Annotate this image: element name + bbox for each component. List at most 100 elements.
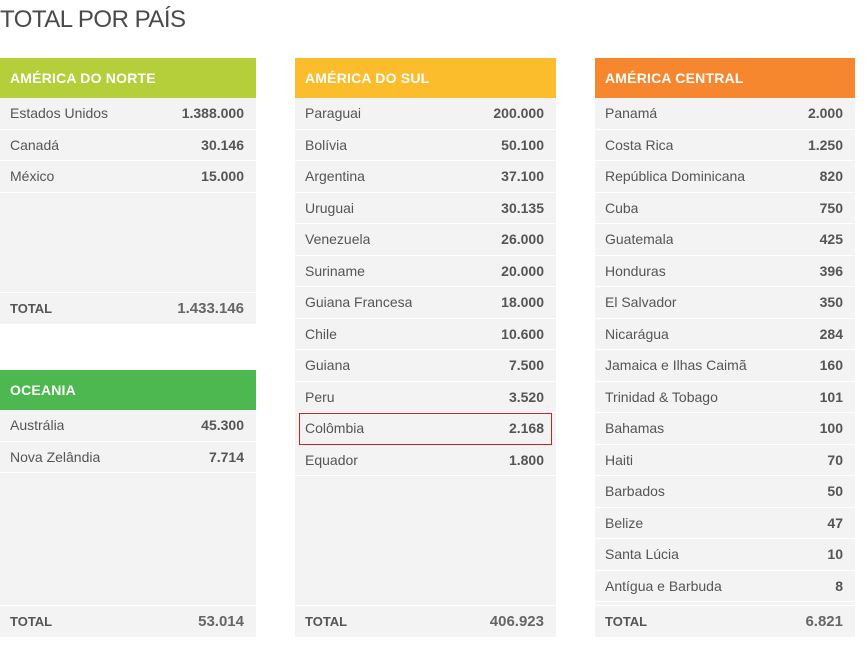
table-row: Suriname 20.000 — [295, 256, 556, 287]
country-value: 1.388.000 — [181, 105, 244, 121]
country-name: Trinidad & Tobago — [605, 388, 718, 405]
country-name: República Dominicana — [605, 168, 746, 184]
total-value: 6.821 — [805, 613, 843, 630]
country-value: 1.800 — [508, 451, 544, 468]
country-value: 45.300 — [201, 417, 244, 433]
table-row: Trinidad & Tobago 101 — [595, 382, 855, 413]
country-name: Barbados — [605, 483, 665, 499]
total-row: TOTAL 53.014 — [0, 605, 256, 637]
table-row: Peru 3.520 — [295, 382, 556, 413]
table-row: Cuba 750 — [595, 193, 855, 224]
table-row: Antígua e Barbuda 8 — [595, 571, 855, 602]
country-value: 284 — [819, 325, 843, 342]
total-value: 53.014 — [198, 613, 244, 630]
country-value: 10 — [827, 546, 843, 562]
country-value: 30.135 — [501, 199, 544, 216]
table-row-highlighted: Colômbia 2.168 — [299, 413, 552, 445]
table-row: Austrália 45.300 — [0, 410, 256, 442]
country-value: 750 — [819, 199, 843, 216]
table-row: Venezuela 26.000 — [295, 224, 556, 256]
country-name: Antígua e Barbuda — [605, 577, 722, 594]
country-name: Austrália — [10, 417, 65, 433]
country-value: 101 — [819, 388, 843, 405]
country-value: 7.714 — [208, 448, 244, 465]
country-value: 18.000 — [501, 294, 544, 310]
country-name: Bolívia — [305, 136, 348, 153]
table-row: Nicarágua 284 — [595, 319, 855, 350]
country-value: 200.000 — [493, 105, 544, 121]
table-row: Costa Rica 1.250 — [595, 130, 855, 161]
country-value: 47 — [827, 514, 843, 531]
country-name: Chile — [305, 325, 337, 342]
country-name: Haiti — [605, 451, 634, 468]
total-label: TOTAL — [605, 614, 648, 629]
table-row: Equador 1.800 — [295, 445, 556, 476]
panel-america-do-norte: AMÉRICA DO NORTE Estados Unidos 1.388.000… — [0, 58, 256, 324]
country-name: Canadá — [10, 136, 60, 153]
country-name: Nova Zelândia — [10, 448, 101, 465]
country-name: Equador — [305, 451, 358, 468]
country-name: Argentina — [305, 168, 365, 184]
table-row: Barbados 50 — [595, 476, 855, 508]
country-value: 70 — [827, 451, 843, 468]
country-name: Honduras — [605, 262, 666, 279]
total-label: TOTAL — [305, 614, 348, 629]
country-value: 350 — [819, 294, 843, 310]
table-row: Paraguai 200.000 — [295, 98, 556, 130]
country-name: México — [10, 168, 55, 184]
table-row: Nova Zelândia 7.714 — [0, 442, 256, 473]
country-name: Venezuela — [305, 231, 371, 247]
country-value: 30.146 — [201, 136, 244, 153]
table-row: Honduras 396 — [595, 256, 855, 287]
country-value: 37.100 — [501, 168, 544, 184]
table-row: Belize 47 — [595, 508, 855, 539]
country-value: 2.168 — [508, 420, 544, 436]
country-name: Guiana Francesa — [305, 294, 413, 310]
total-label: TOTAL — [10, 301, 53, 316]
country-name: Belize — [605, 514, 644, 531]
country-name: Peru — [305, 388, 335, 405]
total-row: TOTAL 1.433.146 — [0, 292, 256, 324]
table-row: Bolívia 50.100 — [295, 130, 556, 161]
country-value: 820 — [819, 168, 843, 184]
country-value: 7.500 — [508, 357, 544, 373]
panel-header-america-central: AMÉRICA CENTRAL — [595, 58, 855, 98]
country-value: 50.100 — [501, 136, 544, 153]
country-name: Suriname — [305, 262, 365, 279]
country-value: 160 — [819, 357, 843, 373]
panel-header-oceania: OCEANIA — [0, 370, 256, 410]
table-row: Haiti 70 — [595, 445, 855, 476]
panel-america-do-sul: AMÉRICA DO SUL Paraguai 200.000 Bolívia 50.… — [295, 58, 556, 637]
country-name: Guiana — [305, 357, 351, 373]
country-name: Uruguai — [305, 199, 355, 216]
country-name: Guatemala — [605, 231, 674, 247]
table-row: Estados Unidos 1.388.000 — [0, 98, 256, 130]
country-name: El Salvador — [605, 294, 677, 310]
total-value: 1.433.146 — [177, 300, 244, 317]
table-row: Guiana 7.500 — [295, 350, 556, 382]
page-title: TOTAL POR PAÍS — [0, 6, 186, 33]
country-value: 50 — [827, 483, 843, 499]
total-value: 406.923 — [489, 613, 544, 630]
table-row: El Salvador 350 — [595, 287, 855, 319]
country-value: 1.250 — [807, 136, 843, 153]
country-name: Panamá — [605, 105, 658, 121]
country-name: Estados Unidos — [10, 105, 109, 121]
table-row: Jamaica e Ilhas Caimã 160 — [595, 350, 855, 382]
country-value: 2.000 — [807, 105, 843, 121]
country-value: 26.000 — [501, 231, 544, 247]
country-name: Bahamas — [605, 420, 665, 436]
country-value: 15.000 — [201, 168, 244, 184]
country-name: Nicarágua — [605, 325, 669, 342]
table-row: Guatemala 425 — [595, 224, 855, 256]
table-row: Guiana Francesa 18.000 — [295, 287, 556, 319]
panel-oceania: OCEANIA Austrália 45.300 Nova Zelândia 7.71… — [0, 370, 256, 637]
table-row: Uruguai 30.135 — [295, 193, 556, 224]
total-row: TOTAL 406.923 — [295, 605, 556, 637]
table-row: Chile 10.600 — [295, 319, 556, 350]
panel-header-america-do-sul: AMÉRICA DO SUL — [295, 58, 556, 98]
country-name: Paraguai — [305, 105, 362, 121]
country-value: 20.000 — [501, 262, 544, 279]
country-name: Jamaica e Ilhas Caimã — [605, 357, 747, 373]
table-row: Canadá 30.146 — [0, 130, 256, 161]
